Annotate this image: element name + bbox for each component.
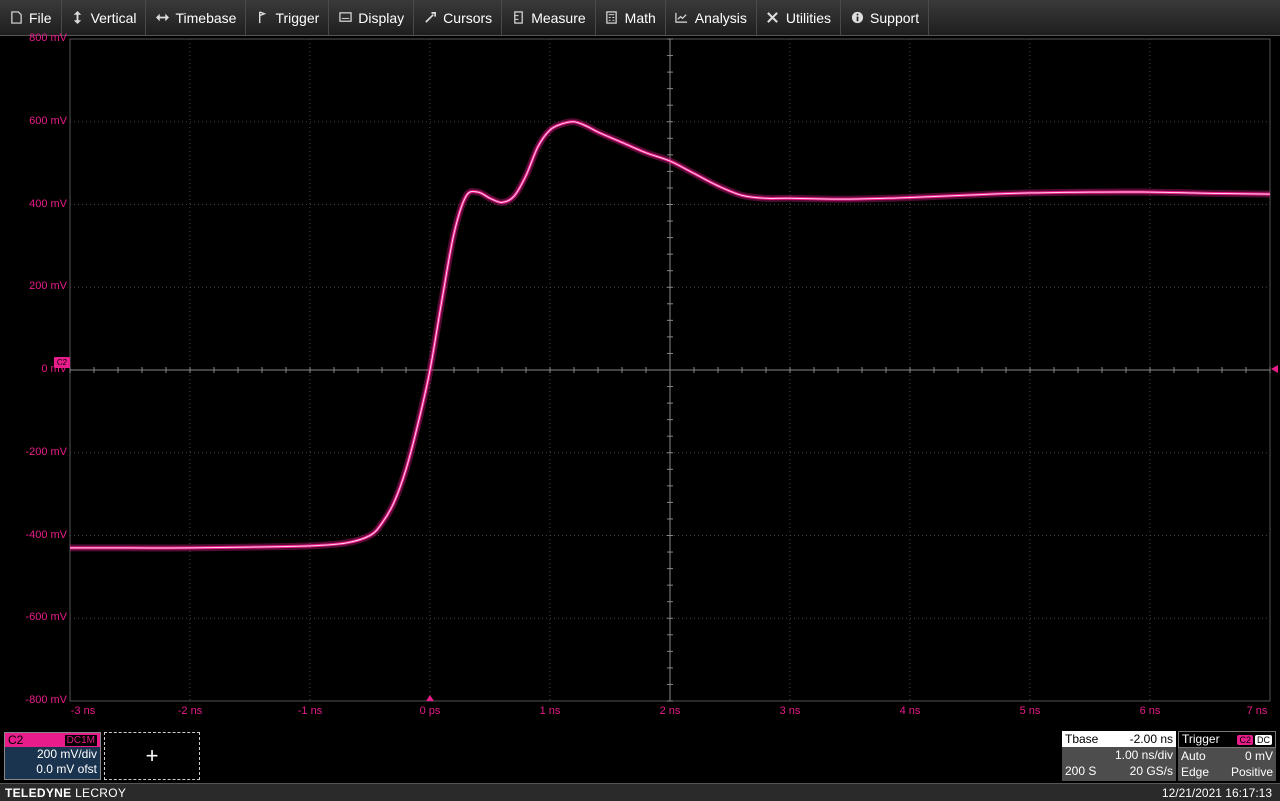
trigger-flag-icon (255, 11, 269, 25)
trigger-label: Trigger (1182, 732, 1220, 746)
tools-icon (766, 11, 780, 25)
menu-timebase[interactable]: Timebase (146, 0, 247, 35)
x-tick-label: -2 ns (177, 705, 203, 717)
y-tick-label: -600 mV (25, 611, 67, 624)
waveform-trace-core (70, 121, 1271, 549)
menu-label: Trigger (275, 9, 320, 26)
timebase-descriptor[interactable]: Tbase -2.00 ns 1.00 ns/div 200 S 20 GS/s (1062, 731, 1176, 781)
y-tick-label: -400 mV (25, 528, 67, 541)
x-tick-label: 3 ns (779, 705, 801, 717)
channel-coupling: DC1M (64, 734, 97, 746)
file-icon (9, 11, 23, 25)
measure-icon (511, 11, 525, 25)
brand-name-bold: TELEDYNE (5, 785, 72, 800)
waveform-display: C2 800 mV 600 mV 400 mV 200 mV 0 mV -200 mV -4… (0, 32, 1280, 726)
x-tick-label: 7 ns (1246, 705, 1268, 717)
menu-utilities[interactable]: Utilities (757, 0, 842, 35)
menu-display[interactable]: Display (329, 0, 415, 35)
channel-name: C2 (8, 733, 24, 747)
trigger-type: Edge (1181, 765, 1210, 779)
menu-vertical[interactable]: Vertical (62, 0, 147, 35)
vertical-arrows-icon (71, 11, 85, 25)
y-tick-label: 600 mV (29, 114, 67, 127)
menu-label: Vertical (90, 9, 137, 26)
display-icon (338, 11, 352, 25)
trigger-level-marker[interactable] (1271, 365, 1278, 373)
date-time: 12/21/2021 16:17:13 (1161, 785, 1272, 800)
menu-trigger[interactable]: Trigger (246, 0, 330, 35)
timebase-scale: 1.00 ns/div (1114, 748, 1173, 762)
analysis-chart-icon (675, 11, 689, 25)
trigger-mode: Auto (1181, 749, 1206, 763)
y-tick-label: -800 mV (25, 694, 67, 706)
x-tick-label: 5 ns (1019, 705, 1041, 717)
timebase-rate: 20 GS/s (1129, 764, 1173, 778)
menu-support[interactable]: Support (841, 0, 930, 35)
trigger-level: 0 mV (1244, 749, 1273, 763)
channel-scale: 200 mV/div (36, 747, 97, 761)
menu-analysis[interactable]: Analysis (666, 0, 757, 35)
descriptor-bar: C2 DC1M 200 mV/div 0.0 mV ofst + Tbase -… (0, 727, 1280, 783)
y-tick-label: 400 mV (29, 197, 67, 210)
trigger-descriptor[interactable]: Trigger C2 DC Auto 0 mV Edge Positive (1178, 731, 1276, 781)
trigger-source: C2 (1237, 735, 1253, 745)
menu-label: File (29, 9, 52, 26)
timebase-delay: -2.00 ns (1129, 732, 1173, 746)
horizontal-arrows-icon (155, 11, 169, 25)
menu-bar: File Vertical Timebase Trigger Display Cursor… (0, 0, 1280, 36)
channel-descriptor-c2[interactable]: C2 DC1M 200 mV/div 0.0 mV ofst (4, 732, 101, 780)
x-tick-label: 2 ns (659, 705, 681, 717)
menu-label: Support (870, 9, 920, 26)
timebase-label: Tbase (1065, 732, 1099, 746)
y-tick-label: 0 mV (41, 363, 67, 375)
trigger-coupling: DC (1255, 735, 1272, 745)
trigger-slope: Positive (1230, 765, 1273, 779)
menu-file[interactable]: File (0, 0, 62, 35)
add-trace-button[interactable]: + (104, 732, 200, 780)
y-tick-label: -200 mV (25, 445, 67, 458)
menu-label: Display (358, 9, 405, 26)
x-tick-label: 1 ns (539, 705, 561, 717)
channel-offset: 0.0 mV ofst (36, 762, 97, 776)
menu-label: Timebase (175, 9, 237, 26)
x-tick-label: 4 ns (899, 705, 921, 717)
y-tick-label: 200 mV (29, 280, 67, 293)
x-tick-label: -1 ns (297, 705, 323, 717)
x-tick-label: -3 ns (70, 705, 96, 717)
brand-logo: TELEDYNE LECROY (0, 786, 126, 800)
menu-measure[interactable]: Measure (502, 0, 596, 35)
menu-label: Utilities (785, 9, 832, 26)
cursor-icon (423, 11, 437, 25)
y-tick-label: 800 mV (29, 32, 67, 44)
menu-label: Analysis (694, 9, 747, 26)
channel-offset-marker[interactable]: C2 (54, 357, 70, 368)
x-tick-label: 6 ns (1139, 705, 1161, 717)
timebase-samples: 200 S (1065, 764, 1097, 778)
menu-label: Math (624, 9, 656, 26)
x-tick-label: 0 ps (419, 705, 441, 717)
calculator-icon (605, 11, 619, 25)
menu-cursors[interactable]: Cursors (414, 0, 503, 35)
waveform-grid (69, 38, 1271, 702)
menu-math[interactable]: Math (596, 0, 666, 35)
trigger-position-marker[interactable] (426, 695, 434, 701)
brand-name-light: LECROY (75, 785, 127, 800)
menu-label: Cursors (443, 9, 493, 26)
info-icon (850, 11, 864, 25)
menu-label: Measure (531, 9, 586, 26)
status-bar: TELEDYNE LECROY 12/21/2021 16:17:13 (0, 783, 1280, 801)
